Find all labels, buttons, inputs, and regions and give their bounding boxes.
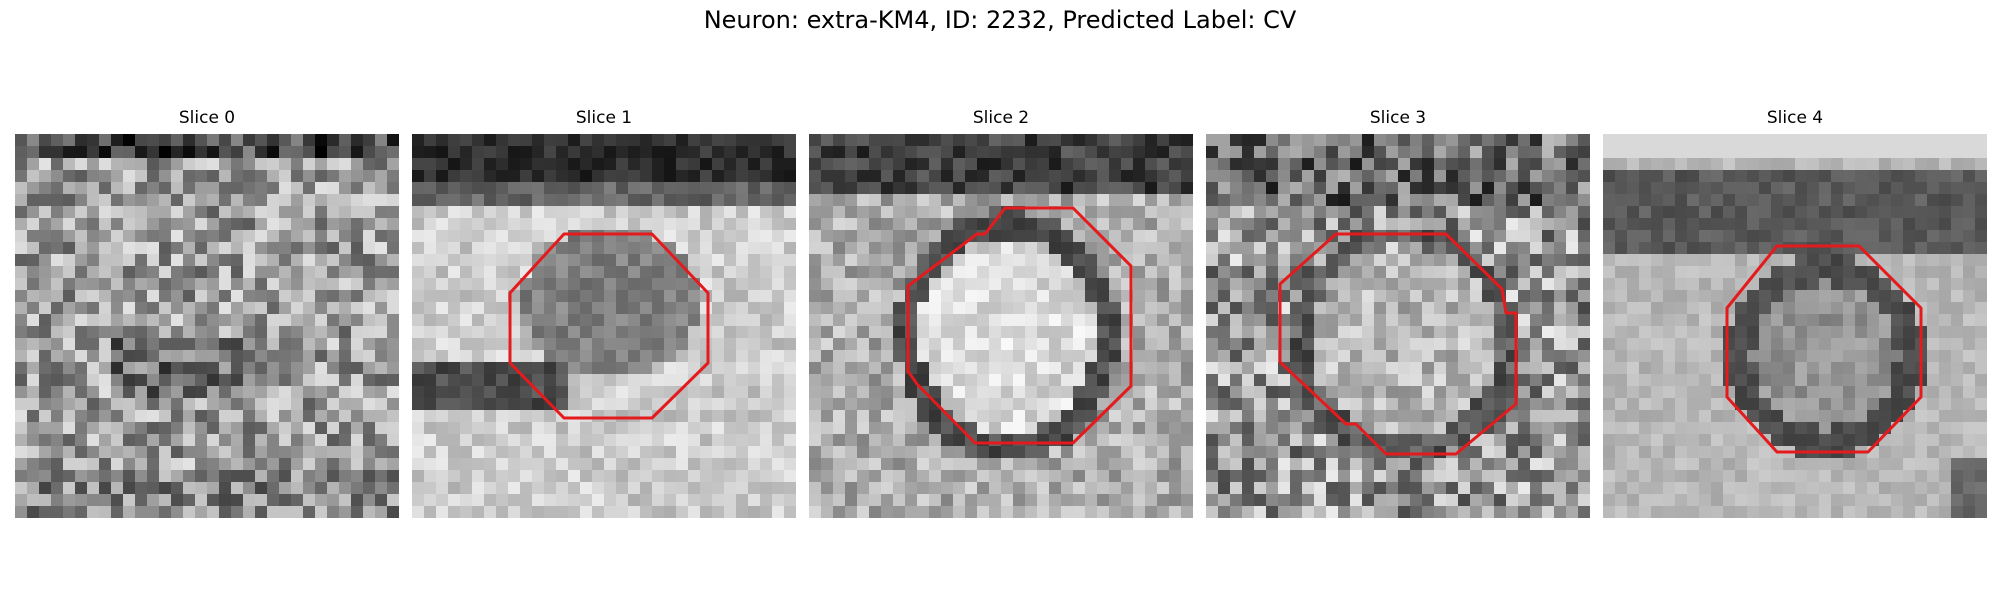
slice-title-3: Slice 3 [1369,108,1427,128]
slice-panel-4: Slice 4 [1603,0,1987,600]
slice-title-1: Slice 1 [575,108,633,128]
slice-panel-0: Slice 0 [15,0,399,600]
slice-panel-3: Slice 3 [1206,0,1590,600]
slice-image-1 [412,134,796,518]
roi-outline-2 [906,206,1133,445]
slice-image-3 [1206,134,1590,518]
slice-title-2: Slice 2 [972,108,1030,128]
roi-outline-1 [508,232,710,420]
slice-panel-1: Slice 1 [412,0,796,600]
roi-outline-3 [1278,232,1518,456]
slice-image-0 [15,134,399,518]
slice-title-0: Slice 0 [178,108,236,128]
slice-image-4 [1603,134,1987,518]
slice-panel-2: Slice 2 [809,0,1193,600]
slice-title-4: Slice 4 [1766,108,1824,128]
roi-outline-4 [1725,244,1923,454]
slice-image-2 [809,134,1193,518]
figure-title: Neuron: extra-KM4, ID: 2232, Predicted L… [703,6,1297,34]
